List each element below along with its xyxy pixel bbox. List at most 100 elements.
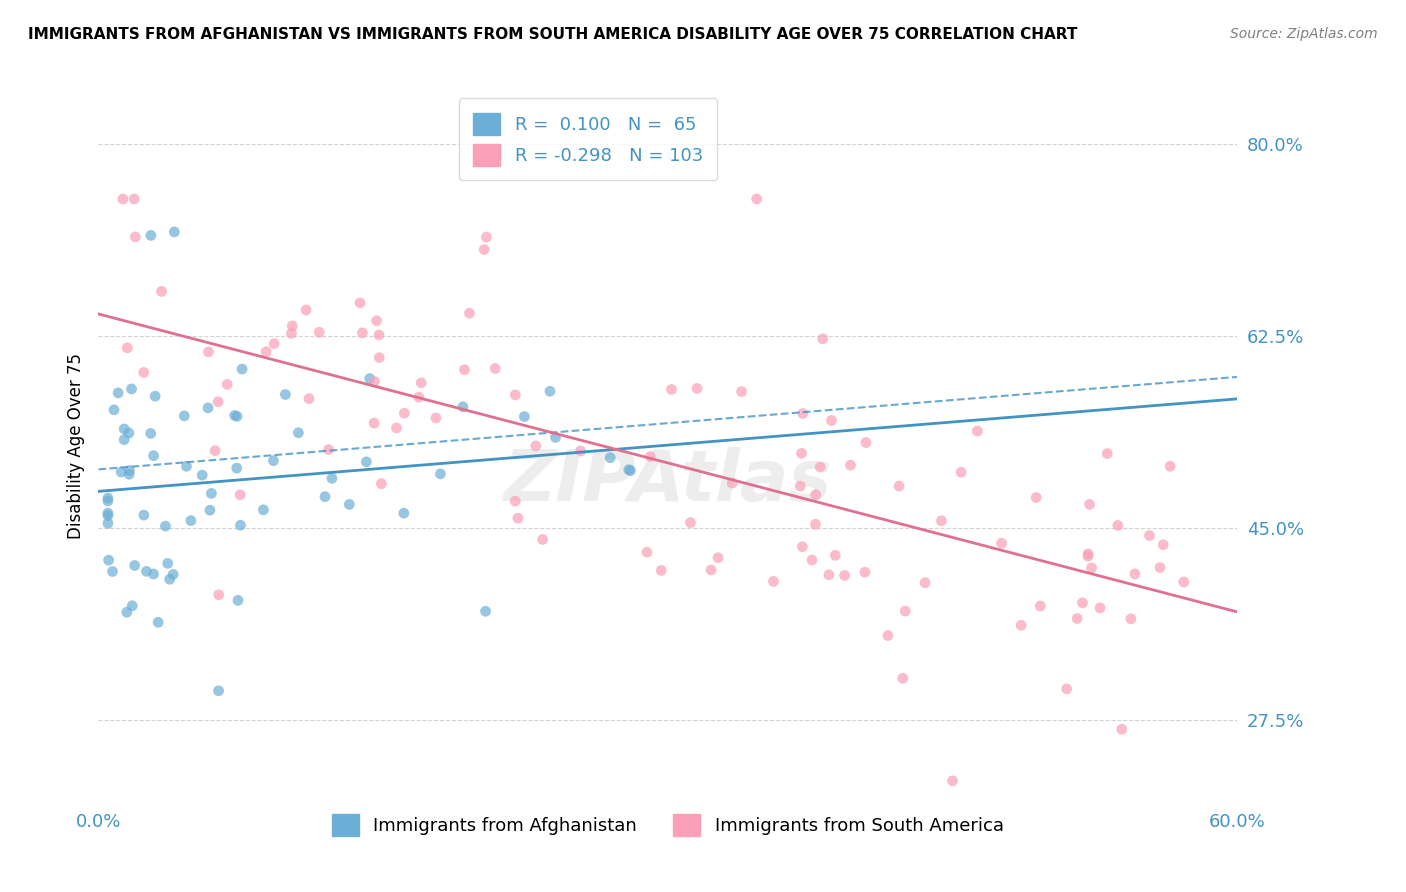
Point	[531, 533, 554, 547]
Point	[121, 382, 143, 396]
Point	[308, 325, 330, 339]
Point	[730, 384, 752, 399]
Point	[197, 401, 219, 415]
Point	[484, 361, 506, 376]
Point	[124, 558, 146, 573]
Point	[162, 567, 184, 582]
Text: Source: ZipAtlas.com: Source: ZipAtlas.com	[1230, 27, 1378, 41]
Point	[103, 402, 125, 417]
Point	[226, 593, 249, 607]
Point	[204, 443, 226, 458]
Point	[707, 550, 730, 565]
Y-axis label: Disability Age Over 75: Disability Age Over 75	[66, 353, 84, 539]
Point	[321, 471, 343, 485]
Point	[1078, 497, 1101, 511]
Point	[252, 503, 274, 517]
Point	[853, 565, 876, 579]
Point	[142, 449, 165, 463]
Point	[458, 306, 481, 320]
Point	[808, 460, 831, 475]
Point	[191, 468, 214, 483]
Point	[804, 517, 827, 532]
Point	[254, 344, 277, 359]
Point	[97, 506, 120, 520]
Point	[686, 381, 709, 395]
Point	[337, 497, 360, 511]
Point	[1173, 574, 1195, 589]
Point	[208, 588, 231, 602]
Point	[1080, 561, 1102, 575]
Point	[891, 671, 914, 685]
Point	[112, 433, 135, 447]
Text: ZIPAtlas: ZIPAtlas	[503, 447, 832, 516]
Point	[1066, 611, 1088, 625]
Point	[97, 508, 120, 523]
Point	[1139, 528, 1161, 542]
Point	[820, 413, 842, 427]
Point	[359, 371, 381, 385]
Point	[1123, 566, 1146, 581]
Point	[226, 409, 249, 424]
Point	[745, 192, 768, 206]
Point	[111, 192, 134, 206]
Point	[318, 442, 340, 457]
Point	[200, 486, 222, 500]
Point	[1029, 599, 1052, 613]
Point	[505, 388, 527, 402]
Point	[370, 476, 392, 491]
Point	[368, 351, 391, 365]
Point	[1056, 681, 1078, 696]
Point	[180, 514, 202, 528]
Point	[135, 565, 157, 579]
Point	[207, 394, 229, 409]
Point	[1111, 723, 1133, 737]
Point	[173, 409, 195, 423]
Point	[280, 326, 302, 341]
Text: IMMIGRANTS FROM AFGHANISTAN VS IMMIGRANTS FROM SOUTH AMERICA DISABILITY AGE OVER: IMMIGRANTS FROM AFGHANISTAN VS IMMIGRANT…	[28, 27, 1077, 42]
Point	[298, 392, 321, 406]
Point	[942, 773, 965, 788]
Point	[97, 491, 120, 505]
Point	[121, 599, 143, 613]
Point	[139, 426, 162, 441]
Point	[156, 557, 179, 571]
Point	[1149, 560, 1171, 574]
Point	[538, 384, 561, 399]
Point	[274, 387, 297, 401]
Point	[97, 516, 120, 531]
Point	[474, 604, 496, 618]
Point	[385, 421, 408, 435]
Point	[790, 446, 813, 460]
Point	[117, 341, 139, 355]
Point	[132, 366, 155, 380]
Point	[792, 407, 814, 421]
Point	[392, 506, 415, 520]
Point	[349, 296, 371, 310]
Point	[513, 409, 536, 424]
Point	[839, 458, 862, 473]
Point	[472, 243, 495, 257]
Point	[411, 376, 433, 390]
Point	[855, 435, 877, 450]
Point	[1010, 618, 1032, 632]
Point	[281, 318, 304, 333]
Point	[231, 362, 253, 376]
Point	[811, 332, 834, 346]
Point	[721, 476, 744, 491]
Point	[132, 508, 155, 522]
Point	[804, 488, 827, 502]
Point	[524, 439, 547, 453]
Point	[1071, 596, 1094, 610]
Point	[163, 225, 186, 239]
Point	[877, 628, 900, 642]
Point	[619, 464, 641, 478]
Point	[1107, 518, 1129, 533]
Point	[990, 536, 1012, 550]
Point	[617, 463, 640, 477]
Point	[287, 425, 309, 440]
Point	[143, 389, 166, 403]
Point	[229, 488, 252, 502]
Point	[453, 362, 475, 376]
Point	[107, 385, 129, 400]
Point	[544, 430, 567, 444]
